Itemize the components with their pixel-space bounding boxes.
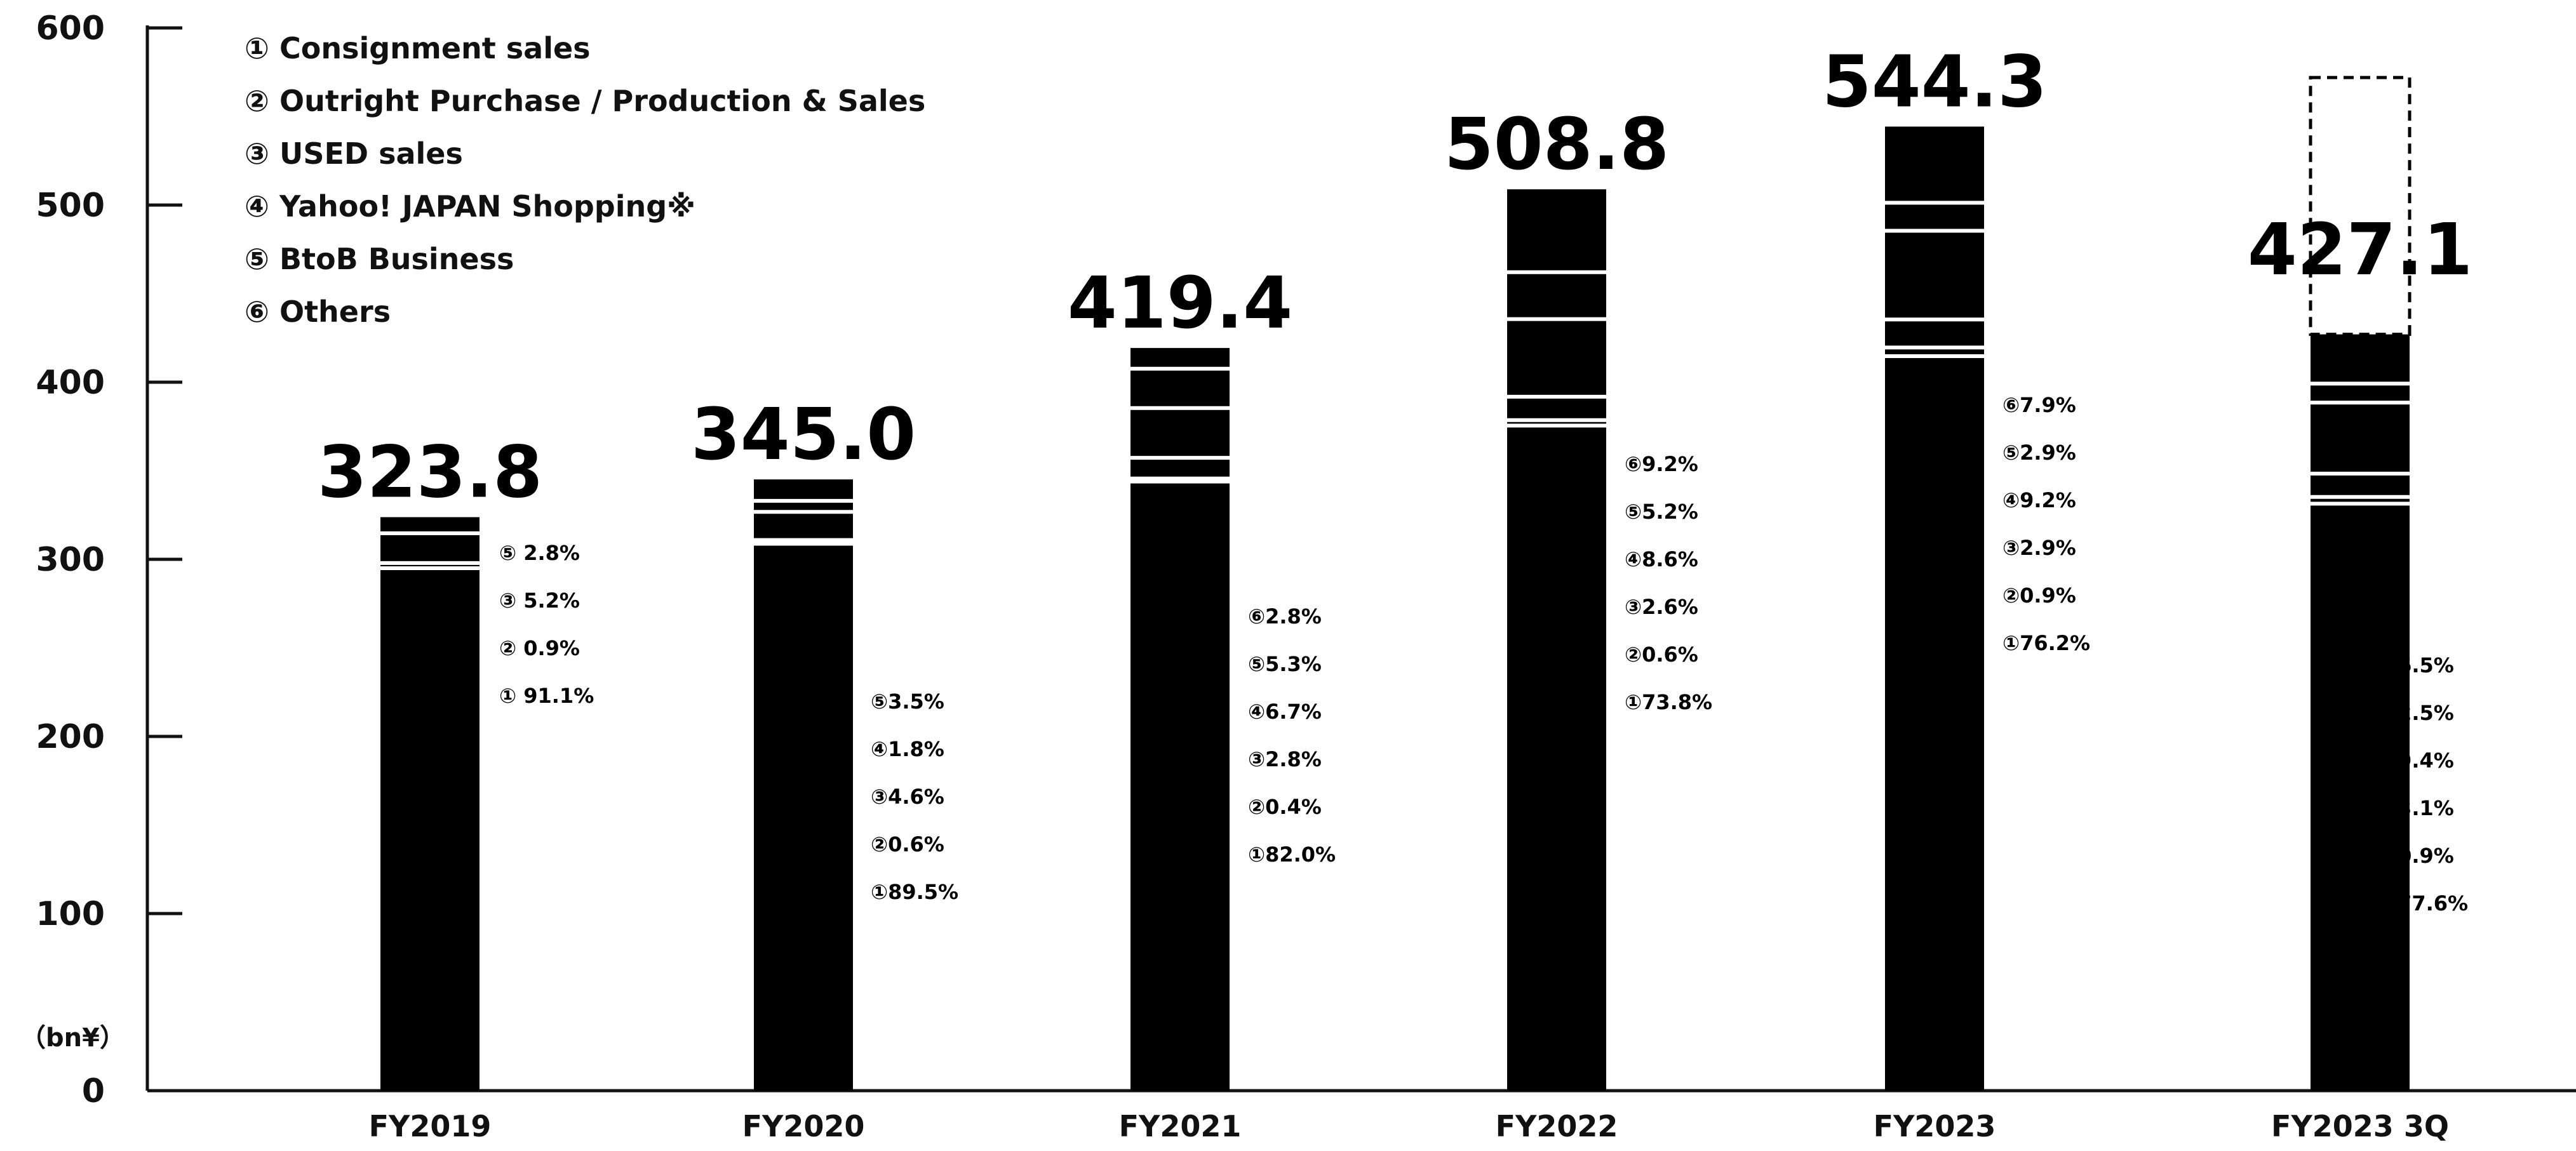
segment-share-label: ①77.6%: [2380, 891, 2468, 915]
segment-share-label: ③4.6%: [871, 785, 944, 809]
segment-share-label: ③2.6%: [1625, 595, 1698, 619]
y-unit-label: （bn¥）: [20, 1023, 125, 1053]
bar-segment-6-series-4: [2311, 403, 2410, 474]
segment-share-label: ②0.6%: [871, 832, 944, 856]
legend: ① Consignment sales ② Outright Purchase /…: [245, 31, 925, 329]
bar-segment-1-series-2: [380, 562, 480, 568]
segment-share-label: ④9.2%: [2002, 488, 2076, 512]
segment-share-label: ①89.5%: [871, 880, 958, 904]
legend-entry: ③ USED sales: [245, 136, 463, 171]
bar-total-label: 427.1: [2248, 209, 2472, 291]
segment-share-label: ①76.2%: [2002, 631, 2090, 655]
bar-segment-3-series-4: [1130, 408, 1230, 458]
forecast-outline: [2309, 76, 2412, 336]
legend-entry: ② Outright Purchase / Production & Sales: [245, 84, 925, 118]
bar-total-label: 419.4: [1068, 262, 1292, 345]
bar-segment-2-series-3: [754, 512, 853, 540]
x-tick-label: FY2023: [1874, 1109, 1996, 1143]
bar-segment-4-series-2: [1507, 420, 1606, 426]
segment-share-label: ⑤5.2%: [1625, 500, 1698, 524]
bar-total-label: 323.8: [318, 432, 542, 514]
segment-share-label: ①82.0%: [1248, 842, 1336, 867]
y-tick-label: 300: [36, 541, 105, 579]
bar-segment-5-series-6: [1885, 126, 1984, 203]
y-tick-label: 400: [36, 364, 105, 402]
segment-share-label: ⑤2.9%: [2002, 441, 2076, 465]
bar-segment-4-series-5: [1507, 272, 1606, 319]
segment-share-label: ③2.9%: [2002, 536, 2076, 560]
bar-segment-4-series-4: [1507, 319, 1606, 397]
bar-total-label: 544.3: [1822, 41, 2047, 123]
bar-segment-3-series-5: [1130, 368, 1230, 408]
segment-share-label: ②0.4%: [1248, 795, 1322, 819]
y-tick-label: 500: [36, 187, 105, 225]
bar-segment-3-series-3: [1130, 458, 1230, 479]
bar-segment-6-series-2: [2311, 496, 2410, 504]
bars: [380, 76, 2412, 1091]
y-tick-label: 100: [36, 895, 105, 933]
segment-share-label: ⑥2.8%: [1248, 604, 1322, 629]
bar-segment-2-series-4: [754, 500, 853, 512]
bar-segment-1-series-5: [380, 517, 480, 533]
segment-share-label: ②0.6%: [1625, 642, 1698, 667]
segment-share-label: ①73.8%: [1625, 690, 1712, 714]
bar-segment-6-series-3: [2311, 473, 2410, 497]
bar-segment-3-series-1: [1130, 481, 1230, 1091]
segment-share-label: ⑤ 2.8%: [499, 541, 580, 565]
segment-share-label: ② 0.9%: [499, 636, 580, 660]
axes: 0 100 200 300 400 500 600 （bn¥）: [20, 10, 2576, 1110]
segment-share-label: ⑥7.9%: [2002, 393, 2076, 417]
bar-segment-2-series-1: [754, 543, 853, 1091]
segment-share-label: ④9.4%: [2380, 748, 2454, 773]
bar-segment-2-series-5: [754, 479, 853, 501]
segment-share-label: ③2.8%: [1248, 747, 1322, 771]
bar-total-label: 508.8: [1444, 103, 1669, 186]
segment-labels: 323.8 FY2019 ⑤ 2.8% ③ 5.2% ② 0.9% ① 91.1% 345.…: [318, 41, 2472, 1143]
x-tick-label: FY2021: [1119, 1109, 1242, 1143]
legend-entry: ④ Yahoo! JAPAN Shopping※: [245, 189, 695, 223]
y-tick-label: 0: [82, 1072, 105, 1110]
bar-segment-6-series-5: [2311, 383, 2410, 403]
x-tick-label: FY2019: [369, 1109, 492, 1143]
bar-segment-5-series-3: [1885, 319, 1984, 348]
segment-share-label: ④6.7%: [1248, 700, 1322, 724]
bar-segment-3-series-6: [1130, 348, 1230, 369]
y-tick-label: 200: [36, 718, 105, 756]
bar-segment-6-series-6: [2311, 334, 2410, 384]
bar-segment-5-series-1: [1885, 356, 1984, 1091]
legend-entry: ⑥ Others: [245, 295, 391, 329]
bar-segment-5-series-4: [1885, 230, 1984, 320]
bar-segment-5-series-2: [1885, 347, 1984, 356]
segment-share-label: ④1.8%: [871, 737, 944, 761]
bar-segment-5-series-5: [1885, 203, 1984, 231]
legend-entry: ⑤ BtoB Business: [245, 242, 514, 276]
segment-share-label: ① 91.1%: [499, 684, 594, 708]
segment-share-label: ③ 5.2%: [499, 589, 580, 613]
bar-segment-1-series-3: [380, 533, 480, 563]
y-tick-label: 600: [36, 10, 105, 48]
segment-share-label: ④8.6%: [1625, 547, 1698, 571]
bar-segment-6-series-1: [2311, 503, 2410, 1091]
segment-share-label: ⑤5.3%: [1248, 652, 1322, 676]
x-tick-label: FY2023 3Q: [2271, 1109, 2449, 1143]
bar-segment-4-series-6: [1507, 189, 1606, 272]
bar-segment-1-series-1: [380, 568, 480, 1091]
x-tick-label: FY2022: [1496, 1109, 1618, 1143]
segment-share-label: ③3.1%: [2380, 796, 2454, 820]
segment-share-label: ⑤2.5%: [2380, 701, 2454, 725]
segment-share-label: ⑤3.5%: [871, 689, 944, 714]
x-tick-label: FY2020: [742, 1109, 865, 1143]
bar-segment-4-series-1: [1507, 425, 1606, 1091]
segment-share-label: ⑥9.2%: [1625, 452, 1698, 476]
legend-entry: ① Consignment sales: [245, 31, 591, 65]
bar-total-label: 345.0: [691, 394, 916, 476]
segment-share-label: ②0.9%: [2380, 844, 2454, 868]
segment-share-label: ②0.9%: [2002, 583, 2076, 608]
segment-share-label: ⑥6.5%: [2380, 653, 2454, 677]
bar-segment-4-series-3: [1507, 396, 1606, 420]
